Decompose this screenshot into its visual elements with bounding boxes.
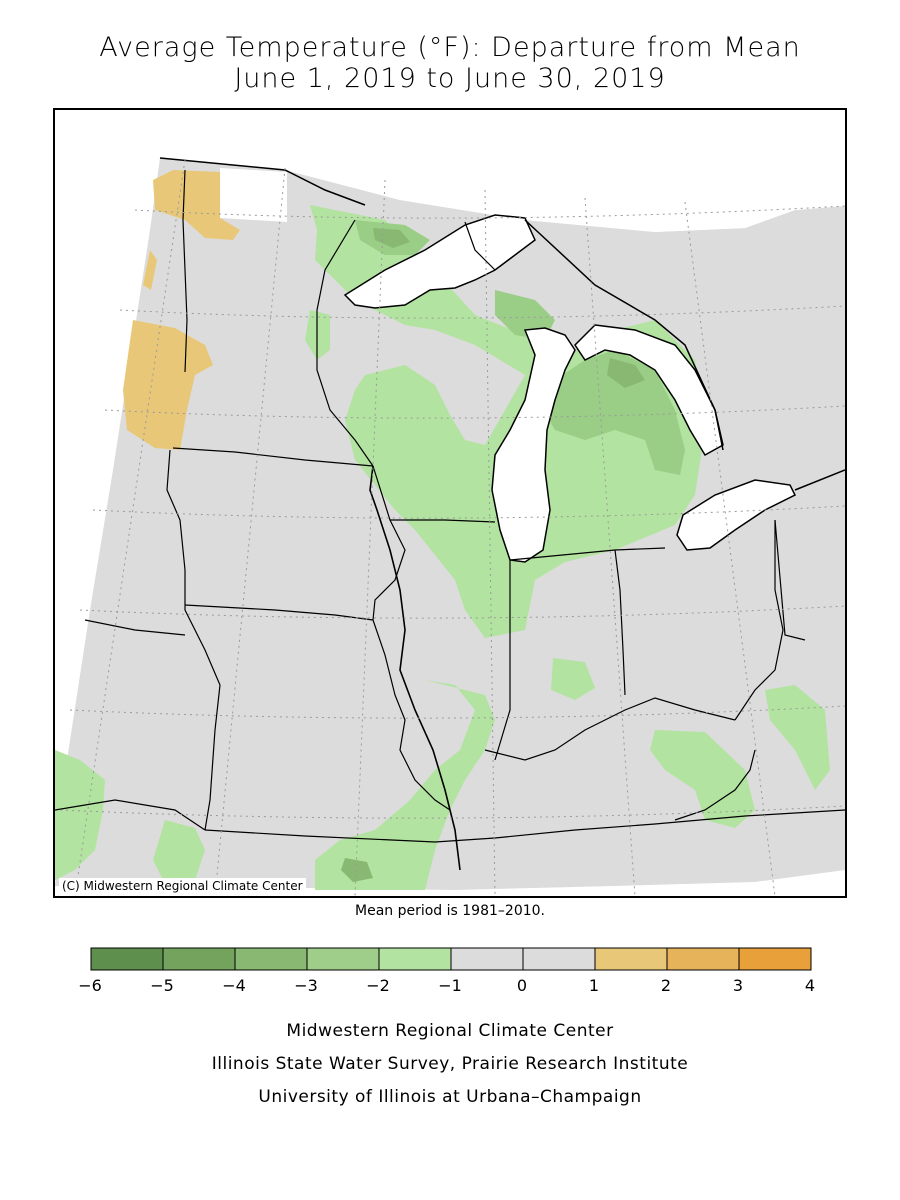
cool-anomaly-wv xyxy=(765,685,830,790)
credit-line-2: Illinois State Water Survey, Prairie Res… xyxy=(211,1054,689,1074)
cool-anomaly-ks-south xyxy=(153,820,205,888)
legend-tick-label: −3 xyxy=(294,976,318,995)
lake-superior xyxy=(343,214,536,309)
cool-anomaly-mi-dark xyxy=(607,358,645,388)
legend-tick-label: 0 xyxy=(516,976,528,995)
legend-tick-label: 2 xyxy=(660,976,672,995)
legend-tick-label: 1 xyxy=(588,976,600,995)
masked-block-northwest xyxy=(220,168,287,222)
cool-anomaly-superior-dark xyxy=(373,228,410,248)
legend-tick-label: −5 xyxy=(150,976,174,995)
credit-line-1: Midwestern Regional Climate Center xyxy=(286,1021,614,1041)
legend-bin xyxy=(90,947,164,971)
cool-anomaly-ky xyxy=(650,730,755,828)
legend-bin xyxy=(162,947,236,971)
warm-anomaly-nd-north xyxy=(153,170,240,240)
legend-tick-label: 4 xyxy=(804,976,816,995)
map-panel: (C) Midwestern Regional Climate Center xyxy=(53,108,847,898)
lake-huron xyxy=(574,324,724,457)
lake-michigan xyxy=(491,327,576,563)
legend-bin xyxy=(522,947,596,971)
legend-tick-label: −2 xyxy=(366,976,390,995)
mean-period-note: Mean period is 1981–2010. xyxy=(355,903,545,919)
warm-anomaly-nd-east xyxy=(123,320,213,450)
temperature-departure-map xyxy=(55,110,845,896)
map-copyright: (C) Midwestern Regional Climate Center xyxy=(59,878,306,894)
legend-bin xyxy=(306,947,380,971)
international-border xyxy=(159,157,845,491)
legend-bin xyxy=(450,947,524,971)
legend-tick-label: −1 xyxy=(438,976,462,995)
legend-bin xyxy=(594,947,668,971)
map-title: Average Temperature (°F): Departure from… xyxy=(99,32,801,63)
map-date-range: June 1, 2019 to June 30, 2019 xyxy=(234,63,666,94)
cool-anomaly-mi-upper xyxy=(495,290,555,340)
legend-bar xyxy=(90,947,812,971)
cool-anomaly-in xyxy=(551,658,595,700)
cool-anomaly-upper-midwest xyxy=(310,205,705,638)
mississippi-river xyxy=(369,465,461,871)
legend-bin xyxy=(666,947,740,971)
canada-masked-area xyxy=(55,110,845,232)
legend-tick-label: 3 xyxy=(732,976,744,995)
cool-anomaly-ks xyxy=(55,750,105,880)
legend-bin xyxy=(378,947,452,971)
legend-tick-label: −4 xyxy=(222,976,246,995)
warm-anomaly-nd-edge xyxy=(143,250,157,290)
credit-line-3: University of Illinois at Urbana–Champai… xyxy=(258,1087,642,1107)
state-borders xyxy=(55,169,845,843)
cool-anomaly-mo-dark xyxy=(341,858,373,882)
cool-anomaly-ia-mo xyxy=(315,680,495,890)
graticule xyxy=(59,159,845,896)
cool-anomaly-mi-lower xyxy=(543,350,685,475)
legend-tick-label: −6 xyxy=(78,976,102,995)
legend-bin xyxy=(234,947,308,971)
color-legend xyxy=(90,947,812,971)
legend-bin xyxy=(738,947,812,971)
